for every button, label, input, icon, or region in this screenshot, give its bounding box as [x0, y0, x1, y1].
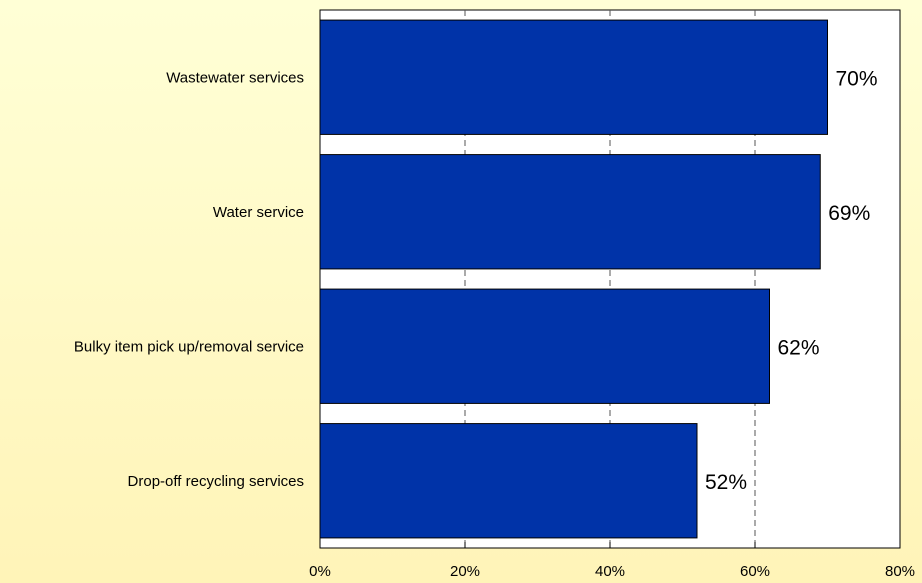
bar — [319, 154, 821, 270]
category-label: Water service — [213, 204, 304, 221]
bar — [319, 19, 828, 135]
x-tick-label: 0% — [309, 563, 331, 580]
data-label: 52% — [705, 471, 747, 494]
data-labels: 70% 69% 62% 52% — [705, 67, 878, 494]
x-tick-label: 40% — [595, 563, 625, 580]
category-label: Drop-off recycling services — [128, 473, 304, 490]
x-tick-label: 60% — [740, 563, 770, 580]
bars — [319, 19, 828, 539]
x-axis: 0% 20% 40% 60% 80% — [309, 542, 915, 580]
x-tick-label: 20% — [450, 563, 480, 580]
category-label: Wastewater services — [166, 69, 304, 86]
category-labels: Wastewater services Water service Bulky it… — [74, 69, 304, 490]
bar — [319, 288, 770, 404]
data-label: 62% — [778, 336, 820, 359]
data-label: 69% — [828, 202, 870, 225]
data-label: 70% — [836, 67, 878, 90]
bar — [319, 423, 698, 539]
category-label: Bulky item pick up/removal service — [74, 338, 304, 355]
x-tick-label: 80% — [885, 563, 915, 580]
